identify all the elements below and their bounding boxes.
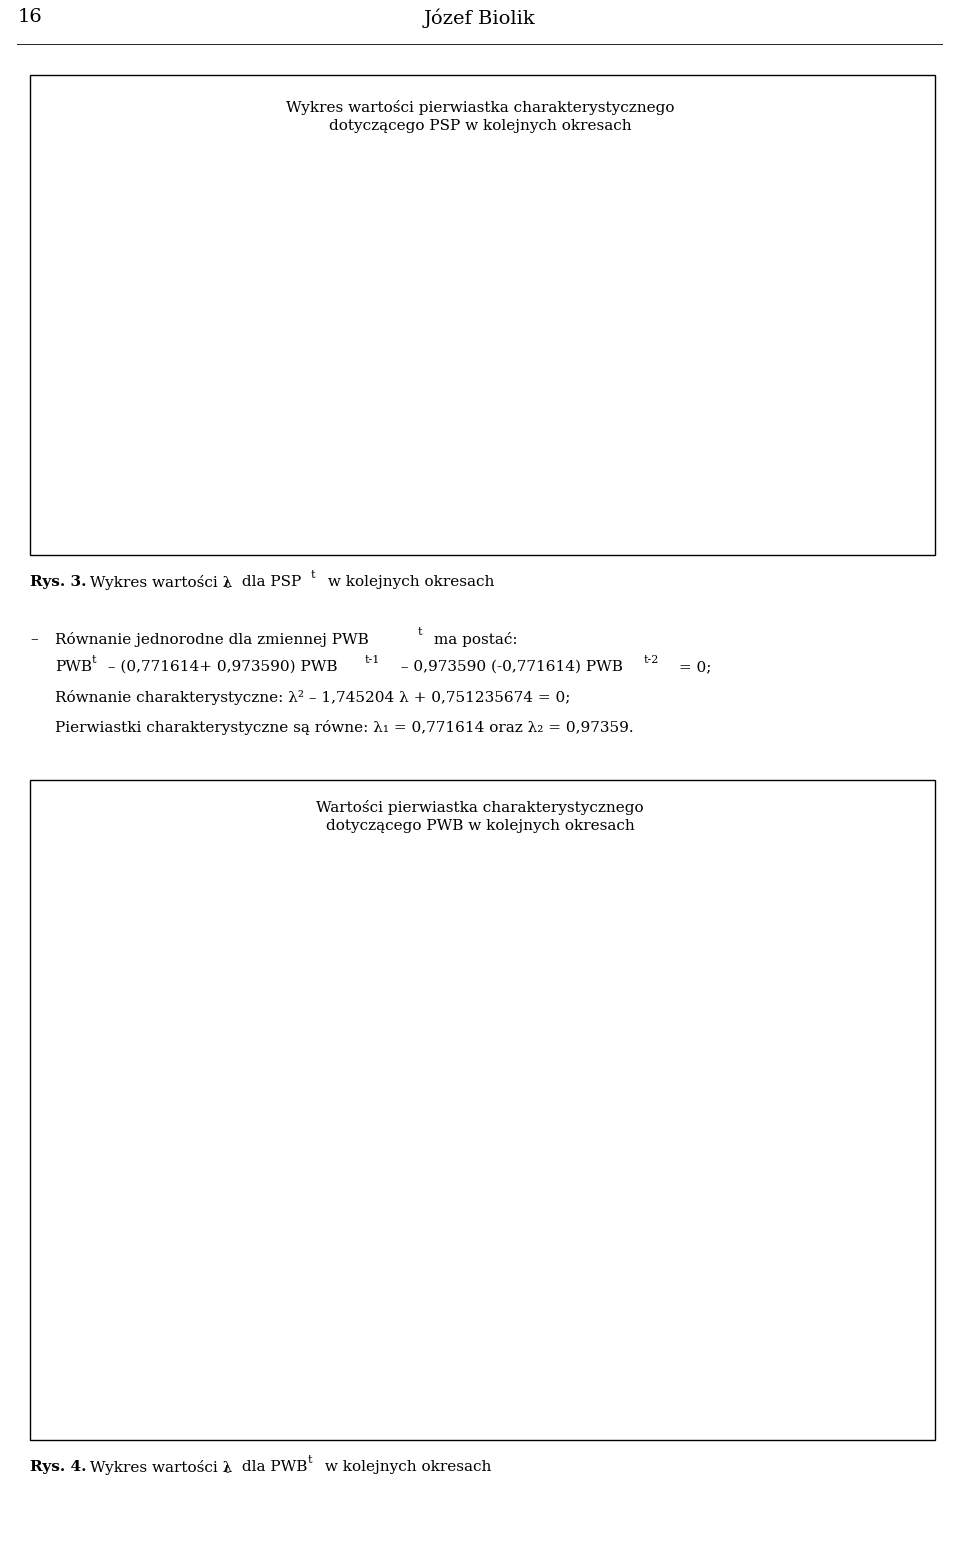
Text: Wykres wartości pierwiastka charakterystycznego
dotyczącego PSP w kolejnych okre: Wykres wartości pierwiastka charakteryst… <box>286 100 674 134</box>
Text: t: t <box>308 1456 312 1465</box>
X-axis label: okresy: okresy <box>482 524 528 538</box>
Text: Równanie jednorodne dla zmiennej PWB: Równanie jednorodne dla zmiennej PWB <box>55 632 369 648</box>
Text: 16: 16 <box>18 8 43 26</box>
Text: ma postać:: ma postać: <box>429 632 518 648</box>
Text: t-1: t-1 <box>365 655 380 666</box>
Text: w kolejnych okresach: w kolejnych okresach <box>321 1460 492 1474</box>
Text: – 0,973590 (-0,771614) PWB: – 0,973590 (-0,771614) PWB <box>396 660 623 674</box>
Text: dla PSP: dla PSP <box>237 575 300 589</box>
Text: Rys. 3.: Rys. 3. <box>30 575 86 589</box>
Text: t: t <box>91 655 96 666</box>
Text: t: t <box>418 628 422 637</box>
Text: – (0,771614+ 0,973590) PWB: – (0,771614+ 0,973590) PWB <box>103 660 338 674</box>
Text: Równanie charakterystyczne: λ² – 1,745204 λ + 0,751235674 = 0;: Równanie charakterystyczne: λ² – 1,74520… <box>55 689 570 705</box>
X-axis label: okresy: okresy <box>482 1408 528 1423</box>
Text: w kolejnych okresach: w kolejnych okresach <box>324 575 494 589</box>
Text: = 0;: = 0; <box>674 660 711 674</box>
Text: t-2: t-2 <box>643 655 659 666</box>
Text: Wykres wartości λ: Wykres wartości λ <box>85 575 232 591</box>
Text: Wykres wartości λ: Wykres wartości λ <box>85 1460 232 1476</box>
Text: –: – <box>30 632 37 646</box>
Text: t: t <box>311 571 315 580</box>
Text: PWB: PWB <box>55 660 92 674</box>
Text: Pierwiastki charakterystyczne są równe: λ₁ = 0,771614 oraz λ₂ = 0,97359.: Pierwiastki charakterystyczne są równe: … <box>55 720 634 736</box>
Text: Rys. 4.: Rys. 4. <box>30 1460 86 1474</box>
Text: t: t <box>225 580 228 589</box>
Text: Józef Biolik: Józef Biolik <box>424 8 536 28</box>
Text: dla PWB: dla PWB <box>237 1460 307 1474</box>
Text: t: t <box>225 1465 228 1474</box>
Text: Wartości pierwiastka charakterystycznego
dotyczącego PWB w kolejnych okresach: Wartości pierwiastka charakterystycznego… <box>316 800 644 833</box>
